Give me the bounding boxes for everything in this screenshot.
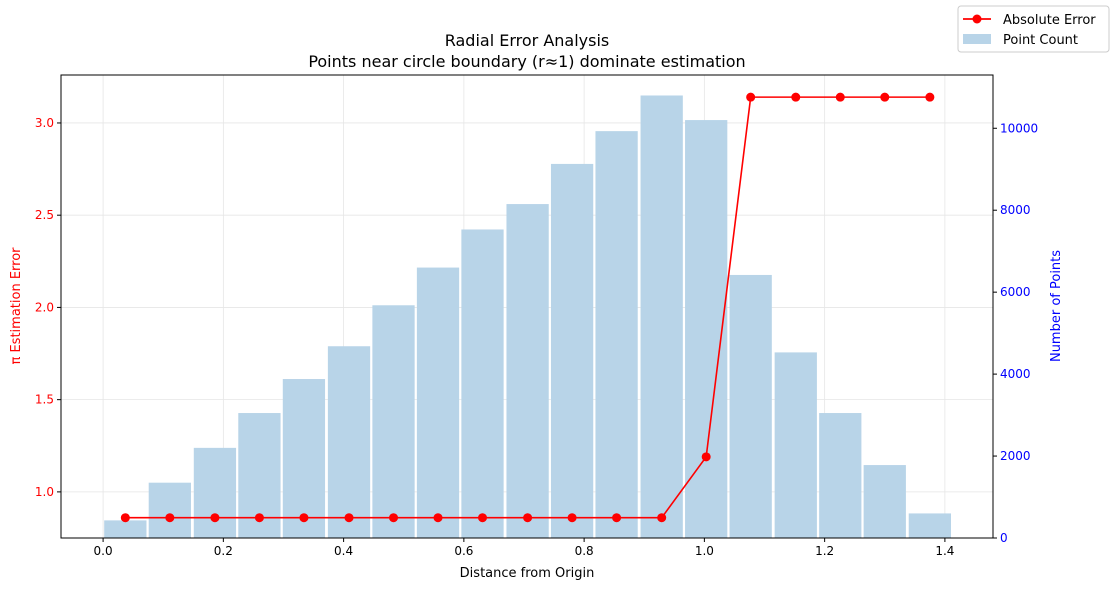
error-point (299, 513, 309, 523)
count-bar (863, 465, 906, 538)
error-point (433, 513, 443, 523)
error-point (344, 513, 354, 523)
error-point (925, 92, 935, 102)
error-point (835, 92, 845, 102)
error-point (523, 513, 533, 523)
error-point (165, 513, 175, 523)
count-bar (685, 120, 728, 538)
count-bar (774, 352, 817, 538)
count-bar (372, 305, 415, 538)
legend: Absolute Error Point Count (957, 5, 1110, 53)
x-tick-label: 1.4 (935, 544, 954, 558)
legend-label-error: Absolute Error (1003, 13, 1096, 28)
x-tick-label: 1.2 (815, 544, 834, 558)
error-point (567, 513, 577, 523)
x-tick-label: 1.0 (695, 544, 714, 558)
count-bar (461, 229, 504, 538)
count-bar (282, 379, 326, 538)
left-tick-label: 3.0 (35, 116, 54, 130)
x-tick-label: 0.6 (454, 544, 473, 558)
plot-frame (60, 74, 994, 539)
chart-title: Radial Error Analysis (445, 31, 610, 50)
right-axis-ticks: 0 2000 4000 6000 8000 10000 (993, 121, 1038, 545)
count-bar (327, 346, 371, 538)
error-point (791, 92, 801, 102)
right-tick-label: 8000 (1000, 203, 1031, 217)
legend-label-count: Point Count (1003, 33, 1078, 48)
error-point (701, 452, 711, 462)
error-point (254, 513, 264, 523)
x-axis-ticks: 0.0 0.2 0.4 0.6 0.8 1.0 1.2 1.4 (94, 538, 954, 558)
x-tick-label: 0.4 (334, 544, 353, 558)
right-axis-label: Number of Points (1049, 250, 1064, 362)
legend-box (957, 5, 1110, 53)
x-tick-label: 0.0 (94, 544, 113, 558)
count-bar (819, 413, 862, 538)
count-bar (550, 163, 594, 538)
left-axis-ticks: 1.0 1.5 2.0 2.5 3.0 (35, 116, 61, 499)
x-axis-label: Distance from Origin (460, 566, 595, 581)
error-point (478, 513, 488, 523)
bars (104, 95, 951, 539)
right-tick-label: 0 (1000, 531, 1008, 545)
count-bar (104, 520, 147, 538)
left-tick-label: 1.5 (35, 393, 54, 407)
count-bar (193, 447, 237, 538)
count-bar (640, 95, 683, 538)
count-bar (595, 131, 638, 539)
left-tick-label: 1.0 (35, 485, 54, 499)
left-axis-label: π Estimation Error (9, 247, 24, 365)
right-tick-label: 4000 (1000, 367, 1031, 381)
error-point (612, 513, 622, 523)
legend-line-marker (972, 14, 982, 24)
x-tick-label: 0.8 (575, 544, 594, 558)
error-line (120, 92, 935, 523)
error-point (746, 92, 756, 102)
x-tick-label: 0.2 (214, 544, 233, 558)
count-bar (416, 267, 460, 538)
left-tick-label: 2.5 (35, 208, 54, 222)
left-tick-label: 2.0 (35, 300, 54, 314)
right-tick-label: 6000 (1000, 285, 1031, 299)
count-bar (506, 204, 549, 538)
error-point (657, 513, 667, 523)
count-bar (148, 482, 191, 538)
chart-subtitle: Points near circle boundary (r≈1) domina… (308, 52, 745, 71)
error-point (210, 513, 220, 523)
error-point (120, 513, 130, 523)
error-point (880, 92, 890, 102)
legend-bar-swatch (963, 34, 991, 44)
right-tick-label: 2000 (1000, 449, 1031, 463)
right-tick-label: 10000 (1000, 121, 1038, 135)
count-bar (729, 274, 772, 538)
error-point (389, 513, 399, 523)
count-bar (908, 513, 951, 538)
